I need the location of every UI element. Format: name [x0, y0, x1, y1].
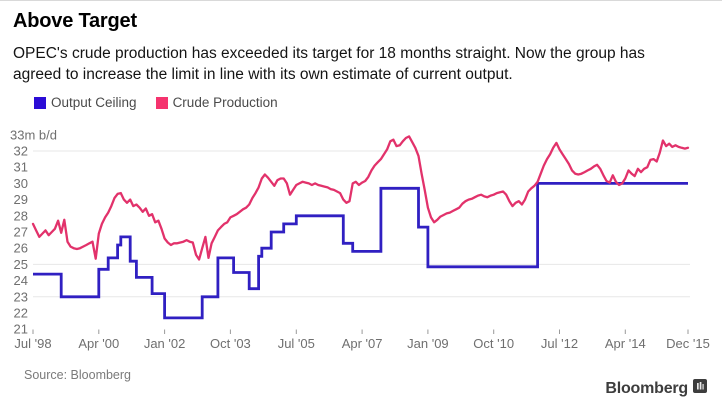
- svg-text:Jan '09: Jan '09: [407, 336, 449, 351]
- svg-text:22: 22: [14, 306, 28, 321]
- page-title: Above Target: [13, 10, 137, 32]
- svg-text:23: 23: [14, 289, 28, 304]
- chart-legend: Output Ceiling Crude Production: [34, 95, 278, 110]
- svg-text:Jan '02: Jan '02: [144, 336, 186, 351]
- svg-text:Dec '15: Dec '15: [666, 336, 710, 351]
- svg-text:28: 28: [14, 208, 28, 223]
- output-ceiling-swatch-icon: [34, 96, 46, 109]
- svg-text:Jul '05: Jul '05: [278, 336, 315, 351]
- legend-label: Crude Production: [172, 95, 278, 110]
- svg-text:29: 29: [14, 192, 28, 207]
- svg-text:Apr '00: Apr '00: [78, 336, 119, 351]
- svg-text:27: 27: [14, 225, 28, 240]
- bloomberg-terminal-icon: [693, 379, 707, 398]
- svg-text:Apr '14: Apr '14: [605, 336, 646, 351]
- svg-text:25: 25: [14, 257, 28, 272]
- svg-text:Apr '07: Apr '07: [342, 336, 383, 351]
- svg-text:24: 24: [14, 273, 28, 288]
- source-note: Source: Bloomberg: [24, 368, 132, 382]
- svg-text:Jul '12: Jul '12: [541, 336, 578, 351]
- svg-text:Jul '98: Jul '98: [14, 336, 51, 351]
- bloomberg-wordmark: Bloomberg: [605, 379, 688, 397]
- svg-text:Oct '03: Oct '03: [210, 336, 251, 351]
- bloomberg-logo: Bloomberg: [605, 379, 707, 398]
- svg-text:30: 30: [14, 176, 28, 191]
- legend-label: Output Ceiling: [51, 95, 137, 110]
- svg-text:32: 32: [14, 144, 28, 159]
- crude-production-swatch-icon: [155, 96, 168, 109]
- svg-text:Oct '10: Oct '10: [473, 336, 514, 351]
- legend-item-output-ceiling: Output Ceiling: [34, 95, 137, 110]
- svg-text:26: 26: [14, 241, 28, 256]
- svg-text:21: 21: [14, 322, 28, 337]
- svg-text:33m b/d: 33m b/d: [10, 127, 57, 142]
- legend-item-crude-production: Crude Production: [155, 95, 278, 110]
- svg-text:31: 31: [14, 160, 28, 175]
- chart-subtitle: OPEC's crude production has exceeded its…: [13, 45, 645, 83]
